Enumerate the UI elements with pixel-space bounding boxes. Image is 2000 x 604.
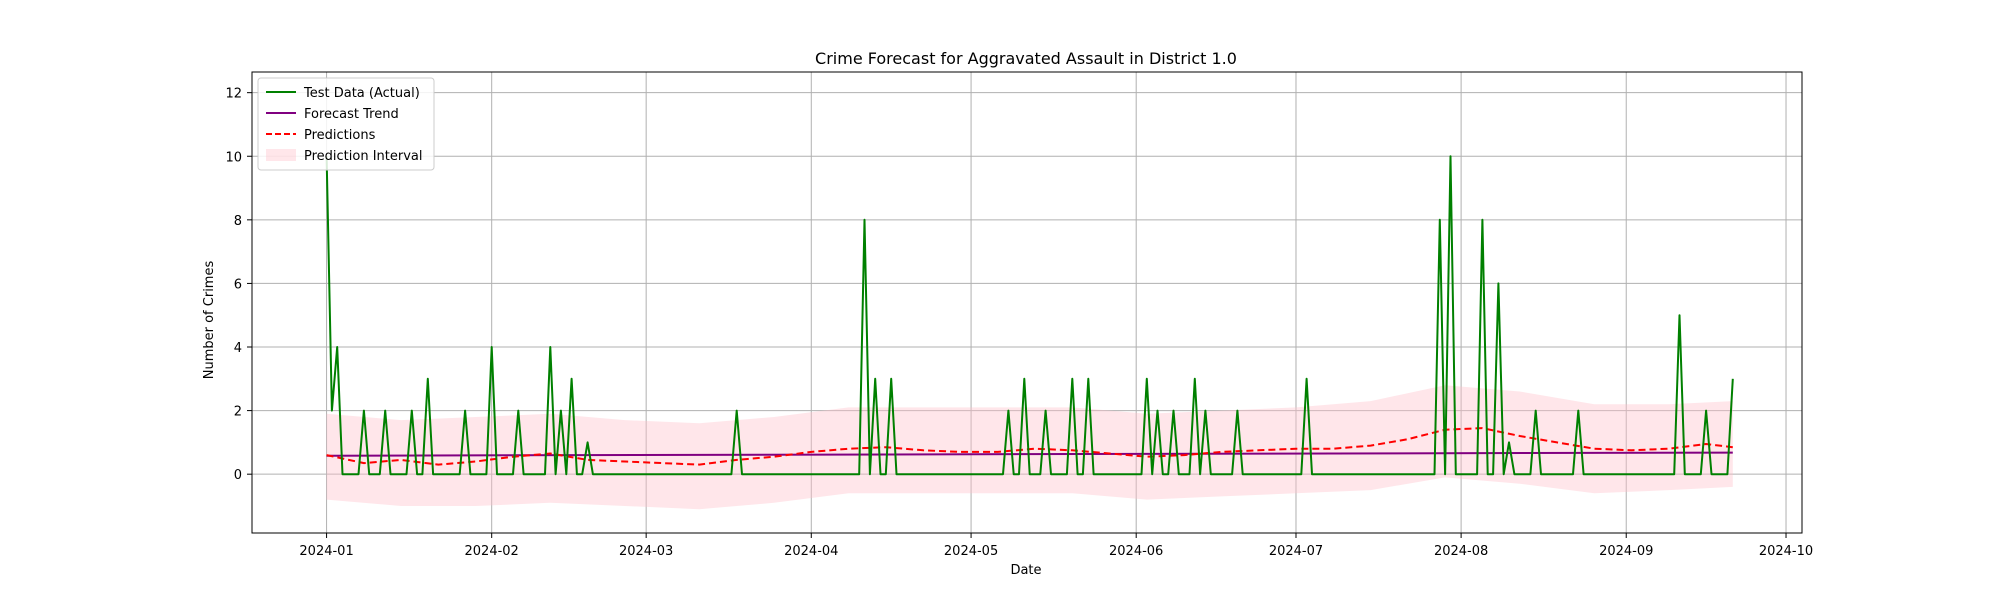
x-tick-label: 2024-05: [944, 544, 998, 559]
x-axis-ticks: 2024-01 2024-02 2024-03 2024-04 2024-05 2024-…: [299, 533, 1813, 559]
band-layer: [326, 385, 1733, 510]
y-tick-label: 10: [225, 150, 242, 165]
y-axis-label: Number of Crimes: [202, 261, 217, 380]
x-tick-label: 2024-03: [619, 544, 673, 559]
y-tick-label: 12: [225, 87, 242, 102]
y-tick-label: 0: [234, 468, 242, 483]
x-tick-label: 2024-10: [1759, 544, 1813, 559]
legend-box: [257, 77, 435, 171]
legend-label: Forecast Trend: [304, 107, 399, 122]
legend-swatch: [266, 149, 296, 161]
x-axis-label: Date: [1010, 563, 1041, 578]
y-tick-label: 4: [234, 341, 242, 356]
chart-title: Crime Forecast for Aggravated Assault in…: [815, 49, 1237, 68]
legend-label: Test Data (Actual): [303, 86, 420, 101]
x-tick-label: 2024-02: [465, 544, 519, 559]
legend-label: Prediction Interval: [304, 149, 423, 164]
y-axis-ticks: 0 2 4 6 8 10 12: [225, 87, 252, 483]
legend: Test Data (Actual) Forecast Trend Predicti…: [257, 77, 435, 171]
series-test-data-actual: [325, 155, 1734, 476]
series-layer: [325, 155, 1734, 476]
y-tick-label: 6: [234, 277, 242, 292]
y-tick-label: 2: [234, 405, 242, 420]
x-tick-label: 2024-07: [1269, 544, 1323, 559]
plot-frame: [251, 71, 1803, 534]
x-tick-label: 2024-08: [1434, 544, 1488, 559]
x-tick-label: 2024-09: [1599, 544, 1653, 559]
x-tick-label: 2024-04: [784, 544, 838, 559]
prediction-interval-band: [326, 385, 1733, 510]
x-tick-label: 2024-01: [299, 544, 353, 559]
y-tick-label: 8: [234, 214, 242, 229]
x-tick-label: 2024-06: [1109, 544, 1163, 559]
legend-label: Predictions: [304, 128, 376, 143]
